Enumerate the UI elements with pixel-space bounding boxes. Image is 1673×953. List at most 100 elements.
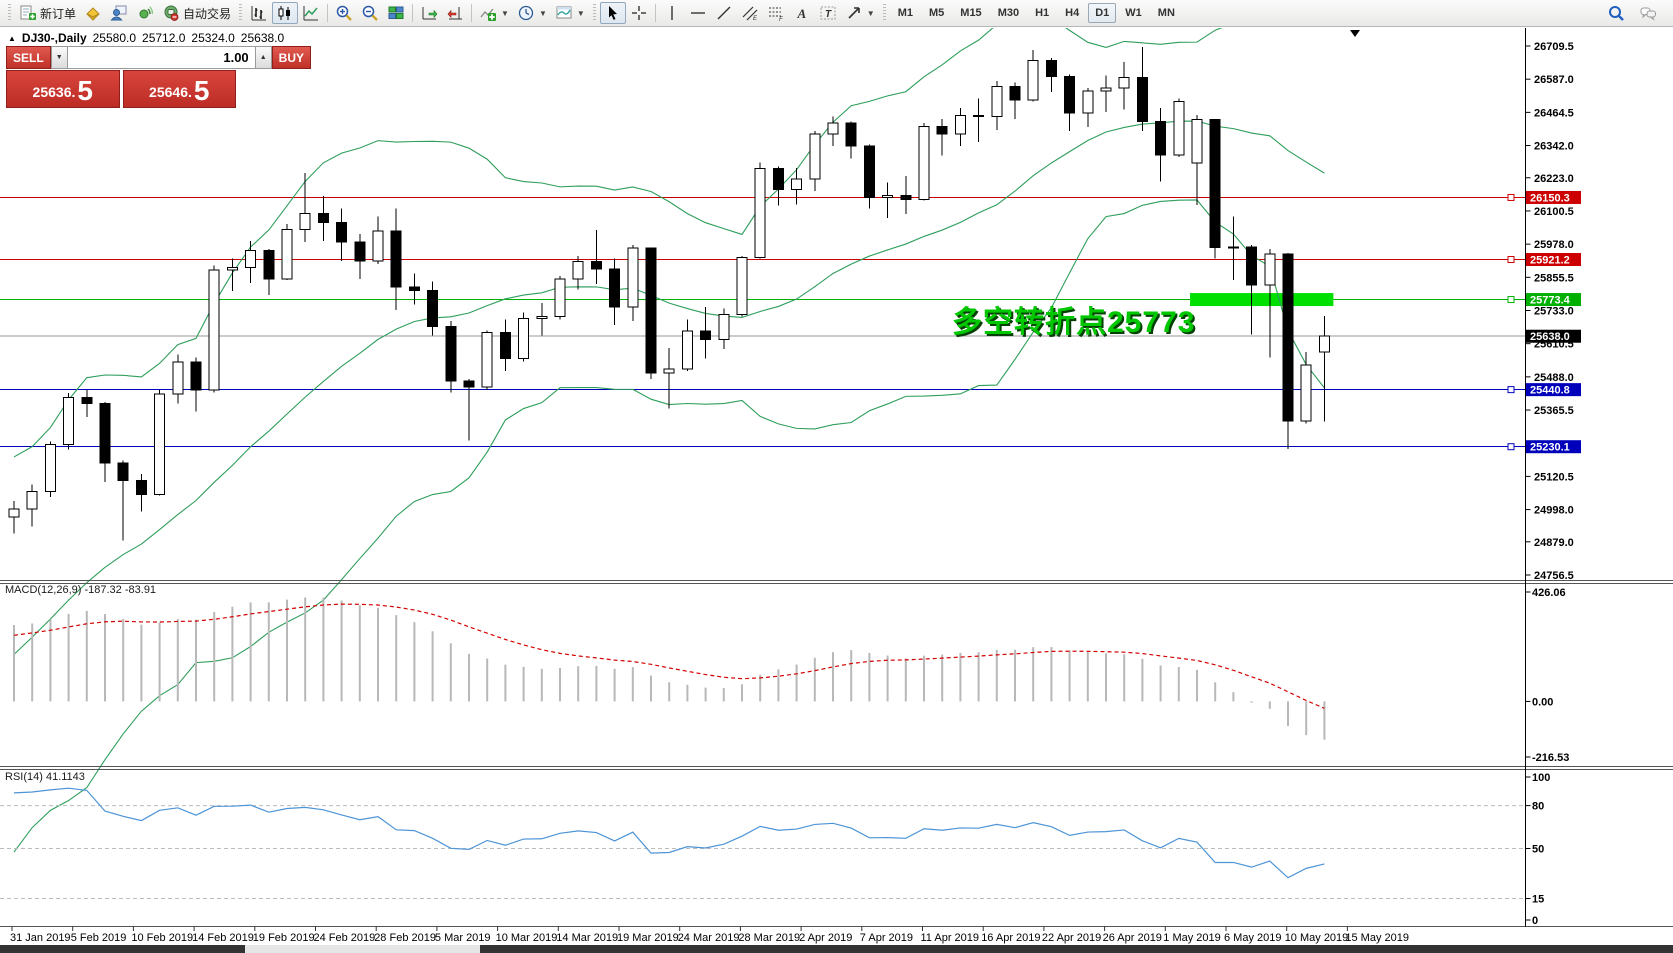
auto-trading-button[interactable]: 自动交易 [158, 2, 235, 24]
new-order-button[interactable]: 新订单 [15, 2, 80, 24]
svg-text:A: A [796, 6, 806, 21]
clock-icon [517, 4, 535, 22]
indicators-button[interactable]: ▼ [475, 2, 513, 24]
buy-button[interactable]: BUY [271, 46, 312, 69]
tile-windows-button[interactable] [383, 2, 409, 24]
channel-button[interactable]: E [737, 2, 763, 24]
svg-text:25638.0: 25638.0 [1530, 331, 1570, 343]
svg-text:19 Mar 2019: 19 Mar 2019 [617, 932, 679, 944]
chart-bars-button[interactable] [246, 2, 272, 24]
svg-text:31 Jan 2019: 31 Jan 2019 [10, 932, 71, 944]
svg-text:26100.5: 26100.5 [1534, 206, 1574, 218]
svg-text:80: 80 [1532, 801, 1544, 813]
toolbar-drag-handle[interactable] [882, 4, 886, 22]
chart-shift-button[interactable] [442, 2, 468, 24]
cursor-button[interactable] [599, 2, 626, 24]
candlestick-chart-icon [276, 4, 294, 22]
svg-text:24998.0: 24998.0 [1534, 505, 1574, 517]
timeframe-button-MN[interactable]: MN [1151, 3, 1182, 23]
svg-text:19 Feb 2019: 19 Feb 2019 [253, 932, 315, 944]
chevron-down-icon: ▼ [501, 8, 509, 18]
templates-button[interactable]: ▼ [551, 2, 589, 24]
svg-text:10 Feb 2019: 10 Feb 2019 [131, 932, 193, 944]
horizontal-line-button[interactable] [685, 2, 711, 24]
svg-text:25733.0: 25733.0 [1534, 305, 1574, 317]
trendline-button[interactable] [711, 2, 737, 24]
svg-text:24 Mar 2019: 24 Mar 2019 [678, 932, 740, 944]
buy-price-main: 25646 [149, 84, 188, 100]
sell-button[interactable]: SELL [6, 46, 51, 69]
volume-decrease-button[interactable]: ▼ [50, 46, 68, 69]
chart-annotation-text[interactable]: 多空转折点25773 [952, 306, 1196, 339]
fibonacci-button[interactable]: F [763, 2, 789, 24]
vertical-line-button[interactable] [659, 2, 685, 24]
zoom-in-icon [335, 4, 353, 22]
text-label-button[interactable]: T [815, 2, 841, 24]
metaeditor-button[interactable] [80, 2, 106, 24]
periods-button[interactable]: ▼ [513, 2, 551, 24]
timeframe-button-M5[interactable]: M5 [922, 3, 951, 23]
svg-text:25978.0: 25978.0 [1534, 239, 1574, 251]
buy-price-box[interactable]: 25646 . 5 [122, 70, 236, 108]
crosshair-button[interactable] [626, 2, 652, 24]
toolbar: 新订单 自动交易 ▼ ▼ ▼ [0, 0, 1673, 27]
arrows-button[interactable]: ▼ [841, 2, 879, 24]
sell-price-big: 5 [77, 75, 93, 106]
toolbar-drag-handle[interactable] [239, 4, 243, 22]
svg-text:0: 0 [1532, 915, 1538, 927]
sell-price-sep: . [71, 84, 76, 100]
crosshair-icon [630, 4, 648, 22]
macd-signal-value: -83.91 [124, 584, 157, 596]
svg-text:26150.3: 26150.3 [1530, 192, 1570, 204]
svg-text:0.00: 0.00 [1532, 696, 1553, 708]
timeframe-button-D1[interactable]: D1 [1088, 3, 1117, 23]
search-icon [1607, 4, 1625, 22]
volume-input[interactable] [67, 46, 255, 69]
svg-text:E: E [753, 16, 758, 22]
zoom-out-button[interactable] [357, 2, 383, 24]
svg-text:6 May 2019: 6 May 2019 [1224, 932, 1281, 944]
zoom-in-button[interactable] [331, 2, 357, 24]
auto-trading-label: 自动交易 [183, 6, 232, 21]
chart-line-button[interactable] [298, 2, 324, 24]
timeframe-button-M1[interactable]: M1 [891, 3, 920, 23]
close-value: 25638.0 [240, 31, 285, 45]
tile-windows-icon [387, 4, 405, 22]
signals-button[interactable] [132, 2, 158, 24]
text-button[interactable]: A [789, 2, 815, 24]
auto-scroll-button[interactable] [416, 2, 442, 24]
timeframe-button-W1[interactable]: W1 [1118, 3, 1149, 23]
community-button[interactable] [106, 2, 132, 24]
svg-text:7 Apr 2019: 7 Apr 2019 [860, 932, 913, 944]
chart-candles-button[interactable] [272, 2, 299, 24]
svg-text:25488.0: 25488.0 [1534, 372, 1574, 384]
svg-text:25921.2: 25921.2 [1530, 255, 1570, 267]
low-value: 25324.0 [191, 31, 235, 45]
auto-scroll-icon [420, 4, 438, 22]
sell-price-box[interactable]: 25636 . 5 [6, 70, 120, 108]
timeframe-button-M15[interactable]: M15 [953, 3, 988, 23]
timeframe-button-M30[interactable]: M30 [991, 3, 1026, 23]
search-button[interactable] [1603, 2, 1629, 24]
symbol-period-label: DJ30-,Daily [21, 31, 87, 45]
drawing-tools-group: E F A T ▼ [599, 0, 879, 26]
svg-text:26223.0: 26223.0 [1534, 173, 1574, 185]
volume-increase-button[interactable]: ▲ [254, 46, 272, 69]
toolbar-separator [471, 4, 473, 22]
price-chart-canvas[interactable]: 26709.5 26587.0 26464.5 26342.0 26223.0 26100… [0, 28, 1673, 953]
new-order-icon [19, 4, 37, 22]
one-click-trading-panel: SELL ▼ ▲ BUY 25636 . 5 25646 . 5 [6, 46, 312, 108]
horizontal-line-icon [689, 4, 707, 22]
svg-text:15 May 2019: 15 May 2019 [1345, 932, 1409, 944]
cursor-icon [604, 4, 622, 22]
toolbar-drag-handle[interactable] [592, 4, 596, 22]
toolbar-separator [327, 4, 329, 22]
svg-text:24756.5: 24756.5 [1534, 570, 1574, 582]
timeframe-button-H1[interactable]: H1 [1028, 3, 1056, 23]
timeframe-button-H4[interactable]: H4 [1058, 3, 1086, 23]
svg-text:50: 50 [1532, 844, 1544, 856]
chat-button[interactable] [1635, 2, 1661, 24]
collapse-marker-icon[interactable]: ▲ [8, 33, 16, 43]
toolbar-drag-handle[interactable] [8, 4, 11, 22]
toolbar-right-group [1603, 2, 1669, 24]
